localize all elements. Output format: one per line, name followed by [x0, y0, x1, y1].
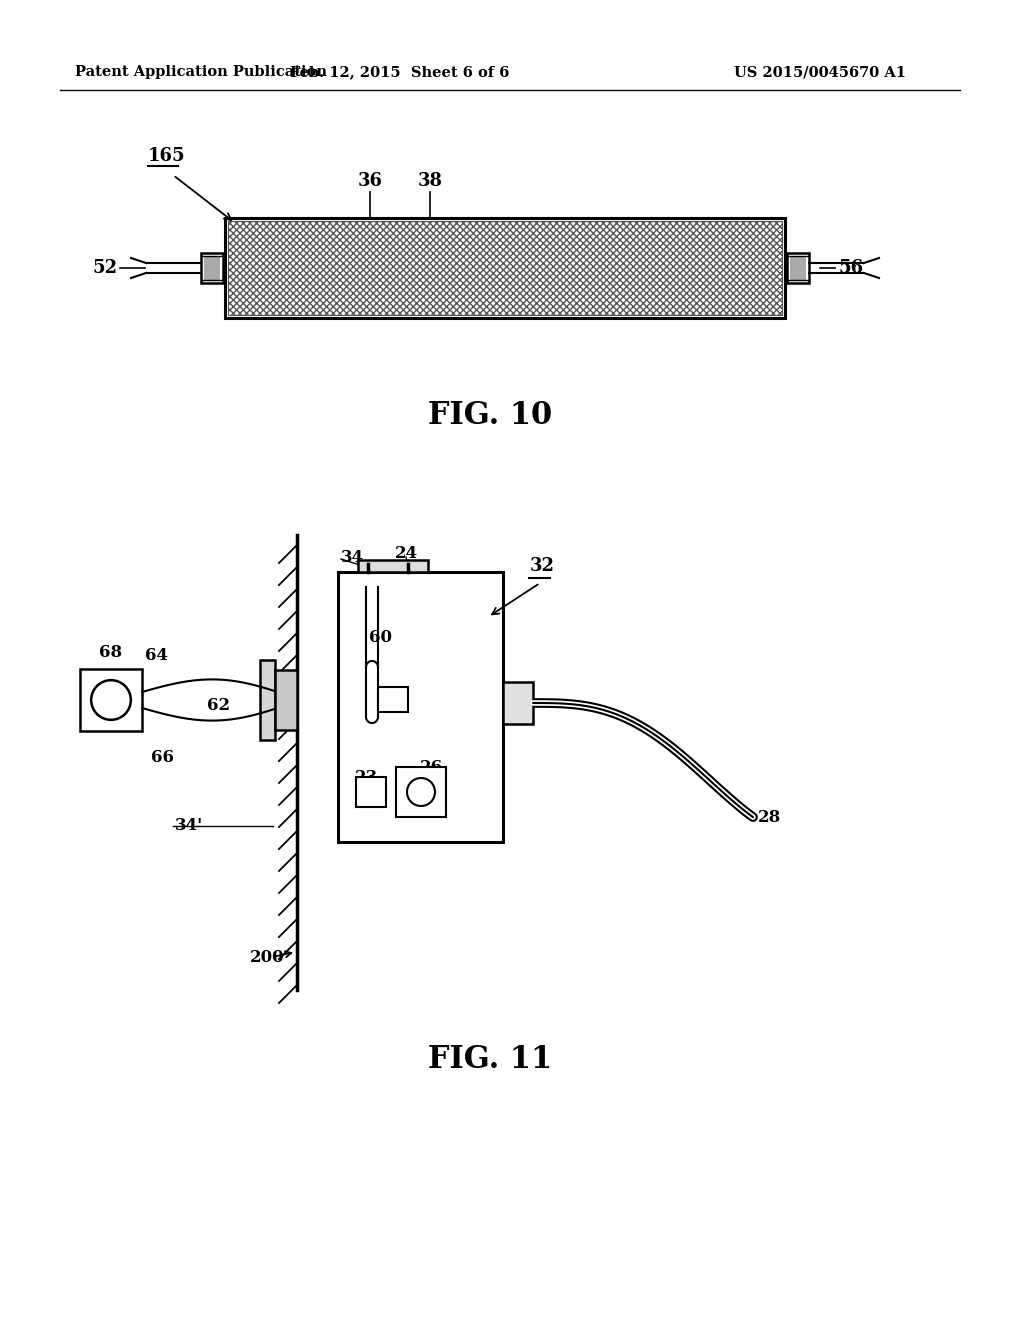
Bar — [338, 572, 503, 842]
Text: 68: 68 — [99, 644, 123, 661]
Text: 23: 23 — [354, 770, 378, 785]
Bar — [275, 671, 297, 730]
Text: Feb. 12, 2015  Sheet 6 of 6: Feb. 12, 2015 Sheet 6 of 6 — [291, 65, 510, 79]
Text: 34': 34' — [175, 817, 203, 834]
Text: 165: 165 — [148, 147, 185, 165]
Bar — [503, 682, 534, 723]
Text: 66: 66 — [151, 750, 173, 767]
Text: FIG. 11: FIG. 11 — [428, 1044, 552, 1076]
Text: 52: 52 — [93, 259, 118, 277]
Text: US 2015/0045670 A1: US 2015/0045670 A1 — [734, 65, 906, 79]
Text: Patent Application Publication: Patent Application Publication — [75, 65, 327, 79]
Text: 34: 34 — [341, 549, 365, 565]
Bar — [201, 253, 223, 282]
Text: 56: 56 — [838, 259, 863, 277]
Text: 200: 200 — [250, 949, 285, 966]
Bar — [260, 660, 275, 741]
Text: 64: 64 — [145, 647, 169, 664]
Bar — [80, 669, 142, 731]
Bar — [790, 256, 806, 280]
Bar — [378, 686, 408, 711]
Bar — [358, 560, 428, 572]
Bar — [356, 777, 386, 807]
Bar — [396, 767, 446, 817]
Circle shape — [407, 777, 435, 807]
Bar — [225, 218, 785, 318]
Bar — [204, 256, 220, 280]
Circle shape — [91, 680, 131, 719]
Text: FIG. 10: FIG. 10 — [428, 400, 552, 430]
Text: 60: 60 — [369, 628, 392, 645]
Bar — [787, 253, 809, 282]
Text: 32: 32 — [530, 557, 555, 576]
Text: 28: 28 — [758, 809, 781, 825]
Text: 26: 26 — [420, 759, 442, 776]
Text: 22: 22 — [378, 690, 401, 708]
Text: 62: 62 — [207, 697, 230, 714]
Text: 38: 38 — [418, 172, 442, 190]
Text: 24: 24 — [394, 545, 418, 562]
Text: 36: 36 — [357, 172, 383, 190]
Bar — [228, 220, 782, 315]
